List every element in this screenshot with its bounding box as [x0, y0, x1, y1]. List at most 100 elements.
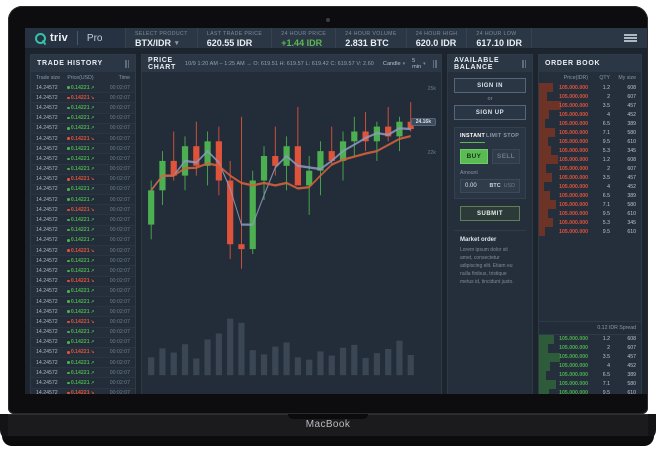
interval-dropdown[interactable]: 5 min ▾: [412, 58, 426, 70]
trade-history-row[interactable]: 14.24572 0.14221 ↘ 00:02:07: [31, 276, 135, 287]
order-book-row[interactable]: 105.000.000 4 452: [539, 182, 641, 191]
trade-history-row[interactable]: 14.24572 0.14221 ↘ 00:02:07: [31, 205, 135, 216]
trade-history-row[interactable]: 14.24572 0.14221 ↗ 00:02:07: [31, 124, 135, 134]
trade-history-row[interactable]: 14.24572 0.14221 ↗ 00:02:07: [31, 358, 135, 369]
submit-button[interactable]: SUBMIT: [460, 206, 520, 221]
trade-time: 00:02:07: [109, 94, 130, 101]
buy-button[interactable]: BUY: [460, 149, 488, 164]
side-dot-icon: [67, 218, 70, 222]
sign-up-button[interactable]: SIGN UP: [454, 105, 526, 120]
order-book-row[interactable]: 105.000.000 1.2 608: [539, 334, 641, 344]
trade-history-row[interactable]: 14.24572 0.14221 ↗ 00:02:07: [31, 368, 135, 379]
trade-history-row[interactable]: 14.24572 0.14221 ↗ 00:02:07: [31, 215, 135, 226]
side-dot-icon: [67, 279, 70, 283]
trade-history-row[interactable]: 14.24572 0.14221 ↗ 00:02:07: [31, 195, 135, 206]
order-book-row[interactable]: 105.000.000 2 607: [539, 343, 641, 353]
order-book-row[interactable]: 105.000.000 5.3 345: [539, 146, 641, 155]
order-type-instant[interactable]: INSTANT: [460, 133, 486, 143]
side-dot-icon: [67, 178, 70, 181]
order-book-row[interactable]: 105.000.000 6.5 389: [539, 370, 641, 380]
trade-price: 0.14221 ↗: [67, 217, 104, 223]
order-book-row[interactable]: 105.000.000 3.5 457: [539, 101, 641, 110]
order-book-row[interactable]: 105.000.000 1.2 608: [539, 83, 641, 92]
order-book-row[interactable]: 105.000.000 2 607: [539, 164, 641, 173]
order-book-row[interactable]: 105.000.000 7.1 580: [539, 128, 641, 137]
ticker-value: 2.831 BTC: [345, 38, 389, 48]
trade-history-row[interactable]: 14.24572 0.14221 ↗ 00:02:07: [31, 378, 135, 389]
trade-size: 14.24572: [36, 247, 58, 254]
order-book-row[interactable]: 105.000.000 9.5 610: [539, 209, 641, 218]
order-book-row[interactable]: 105.000.000 5.3 345: [539, 218, 641, 227]
ask-rows[interactable]: 105.000.000 1.2 608 105.000.000 2 607 105.000.…: [539, 83, 641, 321]
unit-primary: BTC: [489, 183, 501, 189]
depth-bar: [539, 334, 555, 344]
sell-button[interactable]: SELL: [492, 149, 520, 164]
ob-qty: 4: [607, 111, 610, 118]
trade-history-row[interactable]: 14.24572 0.14221 ↗ 00:02:07: [31, 307, 135, 318]
trade-price: 0.14221 ↗: [67, 237, 104, 243]
trade-history-row[interactable]: 14.24572 0.14221 ↗ 00:02:07: [31, 235, 135, 246]
trade-history-row[interactable]: 14.24572 0.14221 ↗ 00:02:07: [31, 83, 135, 94]
trade-history-row[interactable]: 14.24572 0.14221 ↘ 00:02:07: [31, 348, 135, 359]
trade-history-row[interactable]: 14.24572 0.14221 ↗ 00:02:07: [31, 287, 135, 297]
trade-history-row[interactable]: 14.24572 0.14221 ↘ 00:02:07: [31, 93, 135, 104]
trade-history-row[interactable]: 14.24572 0.14221 ↗ 00:02:07: [31, 103, 135, 114]
side-dot-icon: [67, 259, 70, 263]
drag-handle-icon[interactable]: [522, 59, 526, 68]
trade-history-row[interactable]: 14.24572 0.14221 ↗ 00:02:07: [31, 154, 135, 165]
trade-history-row[interactable]: 14.24572 0.14221 ↗ 00:02:07: [31, 328, 135, 338]
side-dot-icon: [67, 310, 70, 313]
trade-history-row[interactable]: 14.24572 0.14221 ↗ 00:02:07: [31, 266, 135, 277]
trade-history-row[interactable]: 14.24572 0.14221 ↗ 00:02:07: [31, 256, 135, 267]
trade-history-row[interactable]: 14.24572 0.14221 ↗ 00:02:07: [31, 113, 135, 124]
order-book-row[interactable]: 105.000.000 9.5 610: [539, 388, 641, 394]
drag-handle-icon[interactable]: [432, 59, 437, 68]
trade-time: 00:02:07: [109, 329, 130, 336]
ob-price: 105.000.000: [559, 381, 588, 387]
trade-history-row[interactable]: 14.24572 0.14221 ↗ 00:02:07: [31, 337, 135, 348]
order-book-row[interactable]: 105.000.000 4 452: [539, 110, 641, 119]
trade-history-row[interactable]: 14.24572 0.14221 ↗ 00:02:07: [31, 144, 135, 155]
trade-history-row[interactable]: 14.24572 0.14221 ↗ 00:02:07: [31, 226, 135, 236]
order-type-stop[interactable]: STOP: [503, 133, 520, 139]
trade-history-row[interactable]: 14.24572 0.14221 ↗ 00:02:07: [31, 296, 135, 308]
chart-type-dropdown[interactable]: Candle ▾: [383, 61, 405, 67]
candlestick-svg: [148, 102, 414, 376]
side-dot-icon: [67, 198, 70, 201]
order-book-row[interactable]: 105.000.000 6.5 389: [539, 119, 641, 128]
order-book-row[interactable]: 105.000.000 6.5 389: [539, 191, 641, 200]
drag-handle-icon[interactable]: [125, 59, 129, 68]
order-book-row[interactable]: 105.000.000 9.5 610: [539, 137, 641, 146]
ticker-value: BTX/IDR ▾: [135, 38, 179, 48]
trade-history-row[interactable]: 14.24572 0.14221 ↘ 00:02:07: [31, 389, 135, 394]
order-book-row[interactable]: 105.000.000 2 607: [539, 92, 641, 101]
order-book-row[interactable]: 105.000.000 9.5 610: [539, 227, 641, 236]
order-book-row[interactable]: 105.000.000 7.1 580: [539, 200, 641, 209]
trade-history-rows[interactable]: 14.24572 0.14221 ↗ 00:02:07 14.24572 0.14221 ↘…: [31, 83, 135, 394]
ticker-0[interactable]: SELECT PRODUCT BTX/IDR ▾: [125, 28, 198, 48]
brand-name: triv: [50, 32, 68, 44]
order-book-row[interactable]: 105.000.000 4 452: [539, 361, 641, 371]
order-type-limit[interactable]: LIMIT: [486, 133, 502, 139]
bid-rows[interactable]: 105.000.000 1.2 608 105.000.000 2 607 105.000.…: [539, 334, 641, 394]
hamburger-menu-icon[interactable]: [613, 28, 647, 48]
trade-history-row[interactable]: 14.24572 0.14221 ↘ 00:02:07: [31, 246, 135, 257]
order-book-row[interactable]: 105.000.000 7.1 580: [539, 379, 641, 389]
trade-price: 0.14221 ↘: [67, 136, 104, 142]
balance-header: AVAILABLE BALANCE: [448, 55, 532, 72]
order-book-row[interactable]: 105.000.000 3.5 457: [539, 173, 641, 182]
trade-history-row[interactable]: 14.24572 0.14221 ↗ 00:02:07: [31, 185, 135, 196]
trade-price: 0.14221 ↘: [67, 248, 104, 254]
amount-input[interactable]: 0.00 BTC USD: [460, 179, 520, 193]
trade-history-row[interactable]: 14.24572 0.14221 ↘ 00:02:07: [31, 317, 135, 328]
ob-price: 105.000.000: [559, 219, 588, 226]
trade-history-row[interactable]: 14.24572 0.14221 ↗ 00:02:07: [31, 165, 135, 175]
depth-bar: [539, 218, 554, 227]
order-book-row[interactable]: 105.000.000 3.5 457: [539, 352, 641, 362]
brand-logo[interactable]: triv Pro: [25, 28, 125, 48]
order-book-row[interactable]: 105.000.000 1.2 608: [539, 155, 641, 164]
candlestick-chart[interactable]: 25k23k22k24.16k 08-1404:0008:0012:0016:0…: [142, 72, 441, 394]
trade-history-row[interactable]: 14.24572 0.14221 ↘ 00:02:07: [31, 133, 135, 145]
trade-history-row[interactable]: 14.24572 0.14221 ↘ 00:02:07: [31, 174, 135, 185]
sign-in-button[interactable]: SIGN IN: [454, 78, 526, 93]
